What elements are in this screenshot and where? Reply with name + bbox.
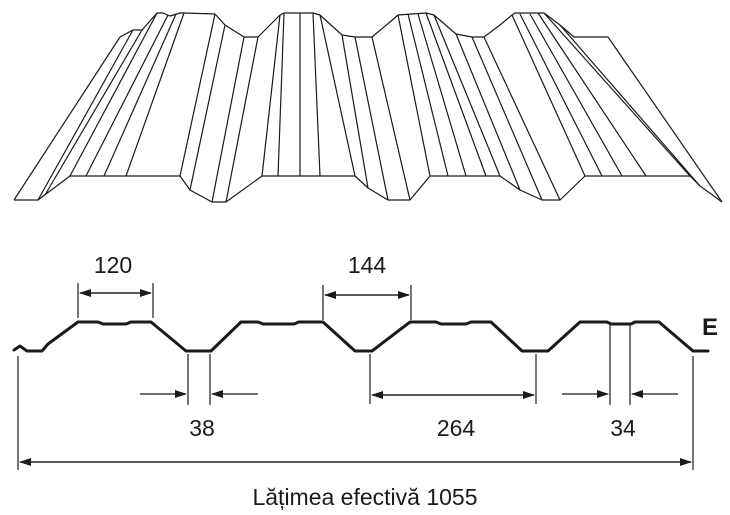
sheet-right-edge [607, 36, 723, 203]
sheet-perspective-view [13, 12, 723, 203]
dimension-valley-bottom [140, 354, 258, 405]
dimension-last-valley [562, 325, 678, 405]
effective-width-label: Lățimea efectivă 1055 [252, 484, 477, 510]
dimension-label-120: 120 [94, 252, 132, 278]
cross-section-profile [12, 320, 710, 353]
dimension-top-rib [77, 283, 154, 318]
sheet-front-edge [14, 175, 723, 203]
dimension-middle-rib [322, 285, 412, 320]
dimension-label-264: 264 [437, 415, 476, 441]
sheet-back-edge [119, 12, 608, 38]
sheet-left-edge [13, 36, 121, 201]
dimension-label-38: 38 [189, 415, 215, 441]
dimension-valley-span [369, 354, 537, 404]
dimension-effective-width [17, 356, 694, 470]
dimension-label-144: 144 [348, 252, 387, 278]
edge-label: E [702, 314, 718, 341]
sheet-fold-lines [37, 12, 701, 203]
dimension-label-34: 34 [610, 415, 636, 441]
